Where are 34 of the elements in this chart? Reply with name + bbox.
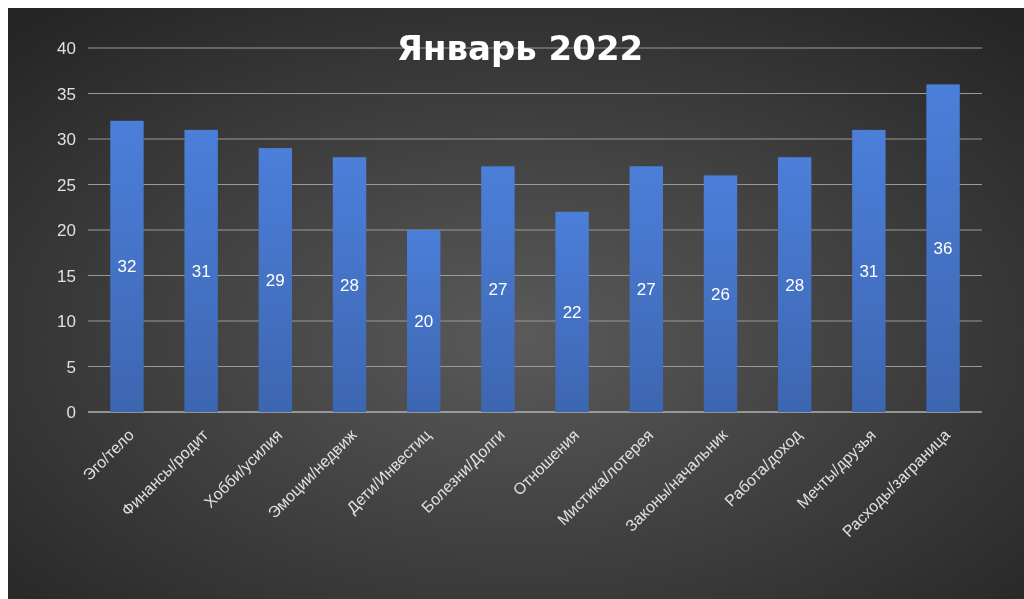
bar — [332, 157, 367, 412]
bar — [777, 157, 812, 412]
bar — [852, 129, 886, 412]
y-tick-label: 20 — [57, 221, 76, 240]
y-tick-label: 40 — [57, 39, 76, 58]
bar — [110, 120, 144, 412]
bar — [258, 148, 293, 412]
data-label: 32 — [117, 257, 137, 277]
data-label: 29 — [265, 271, 285, 291]
data-label: 31 — [191, 261, 211, 281]
y-tick-label: 15 — [57, 266, 76, 286]
data-label: 26 — [711, 284, 730, 304]
bar — [407, 230, 441, 412]
y-tick-label: 35 — [57, 84, 76, 104]
bar — [184, 129, 218, 412]
bar — [555, 211, 589, 412]
data-label: 27 — [636, 280, 656, 300]
data-label: 28 — [785, 275, 805, 295]
bar — [703, 175, 738, 412]
data-label: 31 — [859, 261, 879, 281]
bar — [629, 166, 663, 412]
y-tick-label: 30 — [57, 130, 76, 149]
chart-title: Январь 2022 — [396, 28, 644, 68]
data-label: 28 — [340, 275, 359, 295]
bar — [926, 84, 960, 412]
data-label: 36 — [933, 239, 953, 259]
data-label: 20 — [414, 312, 434, 331]
y-tick-label: 5 — [66, 357, 76, 377]
y-tick-label: 10 — [57, 312, 76, 331]
data-label: 22 — [562, 302, 582, 322]
bar — [481, 166, 515, 412]
data-label: 27 — [488, 280, 508, 300]
y-tick-label: 0 — [66, 403, 76, 422]
y-tick-label: 25 — [57, 175, 76, 195]
